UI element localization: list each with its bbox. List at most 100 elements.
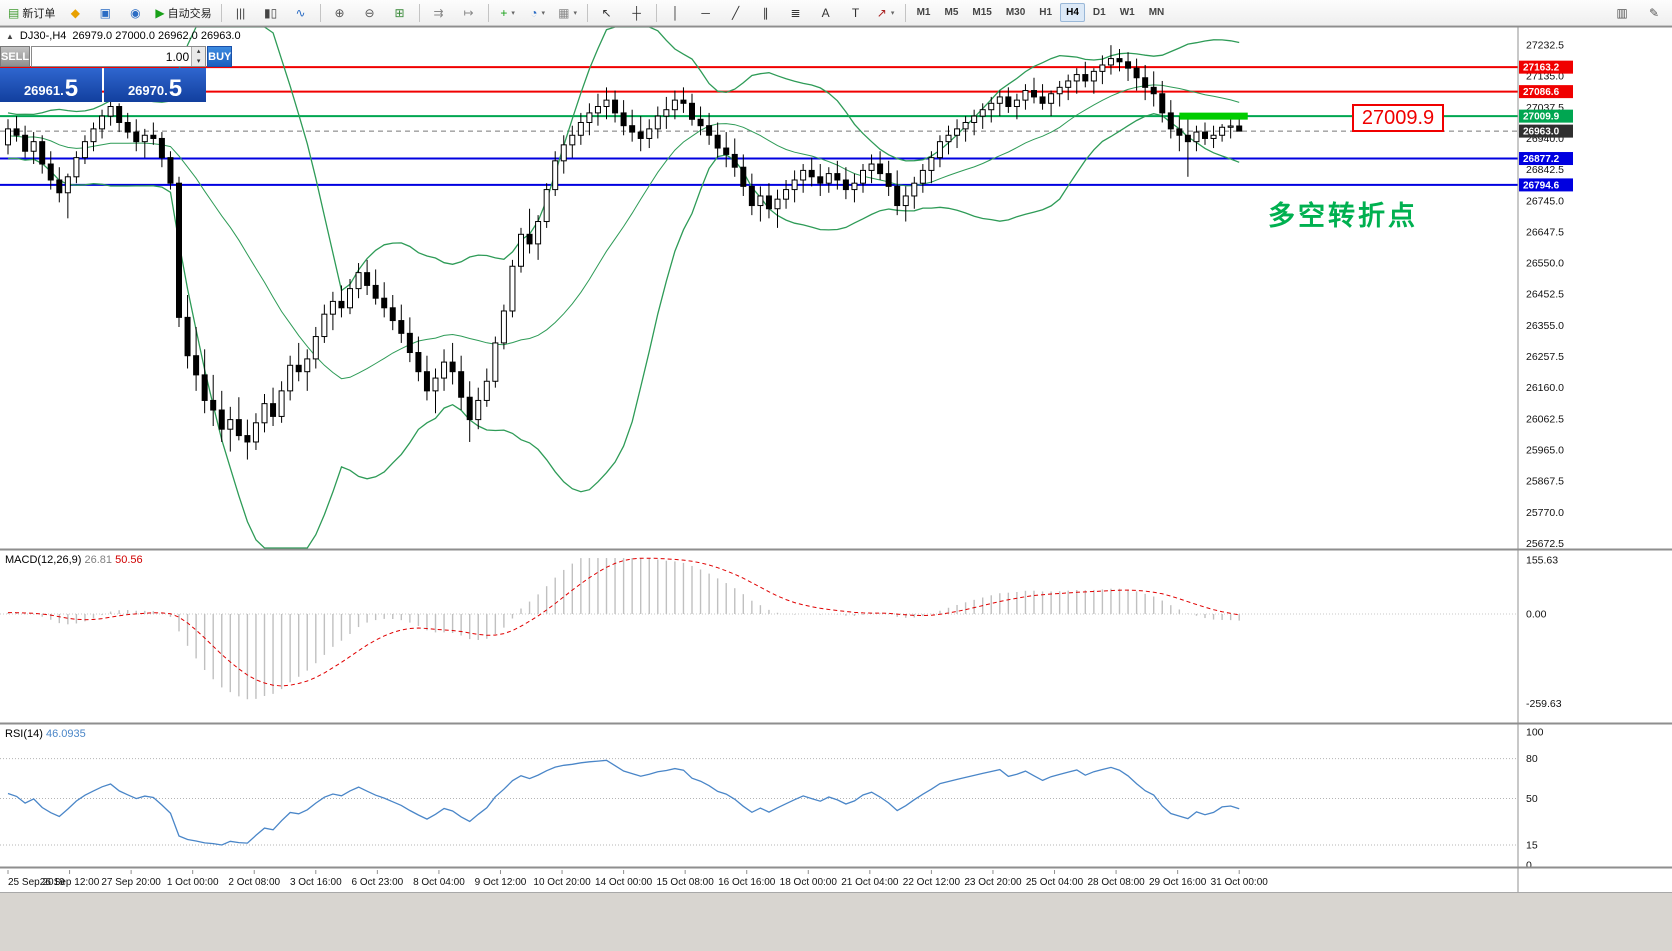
text-icon[interactable]: A (812, 2, 840, 24)
svg-text:27163.2: 27163.2 (1523, 63, 1560, 74)
svg-text:25867.5: 25867.5 (1526, 476, 1564, 488)
rsi-value: 46.0935 (45, 728, 86, 740)
svg-text:23 Oct 20:00: 23 Oct 20:00 (964, 877, 1022, 888)
line-chart-icon[interactable]: ∿ (287, 2, 315, 24)
volume-up-button[interactable]: ▴ (192, 47, 206, 57)
chart-profile-icon[interactable]: ▥ (1608, 2, 1636, 24)
turning-point-annotation: 多空转折点 (1268, 201, 1418, 231)
fibonacci-icon[interactable]: ≣ (782, 2, 810, 24)
svg-text:26963.0: 26963.0 (1523, 127, 1560, 138)
toolbar-separator (904, 3, 906, 22)
chevron-down-icon: ▾ (573, 9, 577, 17)
svg-text:0: 0 (1526, 860, 1532, 872)
templates-icon[interactable]: ▦ ▾ (554, 2, 582, 24)
svg-text:26745.0: 26745.0 (1526, 195, 1564, 207)
svg-text:9 Oct 12:00: 9 Oct 12:00 (475, 877, 527, 888)
periods-icon[interactable]: ◔ ▾ (524, 2, 552, 24)
auto-scroll-icon[interactable]: ⇉ (425, 2, 453, 24)
svg-text:15 Oct 08:00: 15 Oct 08:00 (657, 877, 715, 888)
svg-text:22 Oct 12:00: 22 Oct 12:00 (903, 877, 961, 888)
edit-icon[interactable]: ✎ (1640, 2, 1668, 24)
new-order-button[interactable]: ▤ 新订单 (4, 2, 59, 24)
bar-chart-icon[interactable]: ||| (227, 2, 255, 24)
new-order-icon: ▤ (8, 5, 20, 20)
svg-text:26550.0: 26550.0 (1526, 258, 1564, 270)
autotrading-button[interactable]: ▶ 自动交易 (151, 2, 215, 24)
ohlc-values: 26979.0 27000.0 26962.0 26963.0 (72, 30, 241, 42)
vertical-line-icon[interactable]: │ (662, 2, 690, 24)
sell-button[interactable]: SELL (0, 46, 31, 67)
chart-area[interactable]: 27232.527135.027037.526940.026842.526745… (0, 26, 1672, 892)
volume-down-button[interactable]: ▾ (192, 56, 206, 66)
toolbar-separator (319, 3, 321, 22)
svg-text:10 Oct 20:00: 10 Oct 20:00 (533, 877, 591, 888)
timeframe-d1[interactable]: D1 (1092, 7, 1106, 18)
mql5-community-icon[interactable]: ◆ (61, 2, 89, 24)
volume-box: ▴ ▾ (31, 46, 207, 67)
svg-text:26355.0: 26355.0 (1526, 320, 1564, 332)
arrows-icon[interactable]: ↗ ▾ (872, 2, 900, 24)
svg-text:8 Oct 04:00: 8 Oct 04:00 (413, 877, 465, 888)
zoom-out-icon[interactable]: ⊖ (356, 2, 384, 24)
timeframe-m1[interactable]: M1 (916, 7, 931, 18)
svg-text:15: 15 (1526, 840, 1538, 852)
macd-name: MACD(12,26,9) (5, 554, 82, 566)
tile-windows-icon: ⊞ (394, 5, 405, 20)
svg-text:29 Oct 16:00: 29 Oct 16:00 (1149, 877, 1207, 888)
svg-text:28 Oct 08:00: 28 Oct 08:00 (1087, 877, 1145, 888)
macd-signal-value: 50.56 (115, 554, 143, 566)
svg-text:100: 100 (1526, 727, 1544, 739)
rsi-indicator-label: RSI(14) 46.0935 (5, 728, 86, 740)
autotrading-icon: ▶ (155, 5, 165, 20)
sell-price[interactable]: 26961. 5 (0, 68, 102, 102)
timeframe-h4[interactable]: H4 (1060, 3, 1085, 22)
channel-icon[interactable]: ∥ (752, 2, 780, 24)
symbol-expand-icon[interactable]: ▲ (6, 31, 14, 41)
text-label-icon[interactable]: T (842, 2, 870, 24)
timeframe-w1[interactable]: W1 (1119, 7, 1135, 18)
symbol-label: DJ30-,H4 (19, 30, 67, 42)
buy-price-main: 26970. (127, 83, 168, 98)
svg-text:26452.5: 26452.5 (1526, 289, 1564, 301)
svg-text:16 Oct 16:00: 16 Oct 16:00 (718, 877, 776, 888)
autotrading-button-label: 自动交易 (167, 7, 212, 20)
svg-text:25965.0: 25965.0 (1526, 444, 1564, 456)
price-scale: 27232.527135.027037.526940.026842.526745… (1517, 26, 1672, 892)
indicators-icon[interactable]: + ▾ (494, 2, 522, 24)
timeframe-m15[interactable]: M15 (972, 7, 992, 18)
cursor-icon[interactable]: ↖ (593, 2, 621, 24)
timeframe-h1[interactable]: H1 (1039, 7, 1053, 18)
svg-text:27135.0: 27135.0 (1526, 71, 1564, 83)
svg-text:1 Oct 00:00: 1 Oct 00:00 (167, 877, 219, 888)
navigator-icon[interactable]: ◉ (121, 2, 149, 24)
trendline-icon[interactable]: ╱ (722, 2, 750, 24)
chevron-down-icon: ▾ (890, 9, 895, 17)
chart-shift-icon[interactable]: ↦ (455, 2, 483, 24)
horizontal-line-icon[interactable]: ─ (692, 2, 720, 24)
candlestick-chart-icon[interactable]: ▮▯ (257, 2, 285, 24)
toolbar: ▤ 新订单 ◆ ▣ ◉ ▶ 自动交易 ||| ▮▯ ∿ ⊕ ⊖ ⊞ ⇉ ↦ + ▾ ◔ ▾ ▦ ▾ ↖ ┼ │ ─ ╱ ∥ ≣ A T ↗ ▾… (0, 0, 1672, 26)
buy-button[interactable]: BUY (207, 46, 233, 67)
svg-text:155.63: 155.63 (1526, 555, 1558, 567)
tile-windows-icon[interactable]: ⊞ (386, 2, 414, 24)
symbol-ohlc-bar: ▲ DJ30-,H4 26979.0 27000.0 26962.0 26963… (6, 30, 241, 42)
bar-chart-icon: ||| (235, 5, 246, 20)
timeframe-m30[interactable]: M30 (1005, 7, 1026, 18)
chart-profile-icon: ▥ (1616, 5, 1628, 20)
timeframe-mn[interactable]: MN (1148, 7, 1165, 18)
crosshair-icon[interactable]: ┼ (623, 2, 651, 24)
svg-text:25 Oct 04:00: 25 Oct 04:00 (1026, 877, 1084, 888)
cursor-icon: ↖ (601, 5, 612, 20)
svg-text:6 Oct 23:00: 6 Oct 23:00 (352, 877, 404, 888)
macd-main-value: 26.81 (84, 554, 113, 566)
buy-price[interactable]: 26970. 5 (104, 68, 206, 102)
svg-text:31 Oct 00:00: 31 Oct 00:00 (1211, 877, 1269, 888)
svg-text:26794.6: 26794.6 (1523, 180, 1560, 191)
timeframe-m5[interactable]: M5 (944, 7, 959, 18)
zoom-out-icon: ⊖ (364, 5, 375, 20)
volume-input[interactable] (32, 47, 192, 66)
zoom-in-icon[interactable]: ⊕ (326, 2, 354, 24)
crosshair-icon: ┼ (632, 5, 641, 20)
market-watch-icon[interactable]: ▣ (91, 2, 119, 24)
